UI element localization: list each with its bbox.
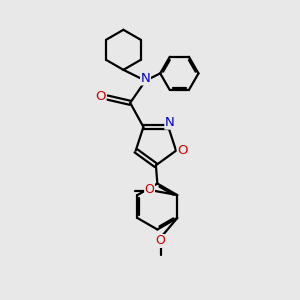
Text: N: N (165, 116, 175, 129)
Text: O: O (177, 144, 188, 157)
Text: O: O (155, 235, 165, 248)
Text: O: O (145, 183, 154, 196)
Text: O: O (95, 90, 106, 104)
Text: N: N (141, 72, 150, 85)
